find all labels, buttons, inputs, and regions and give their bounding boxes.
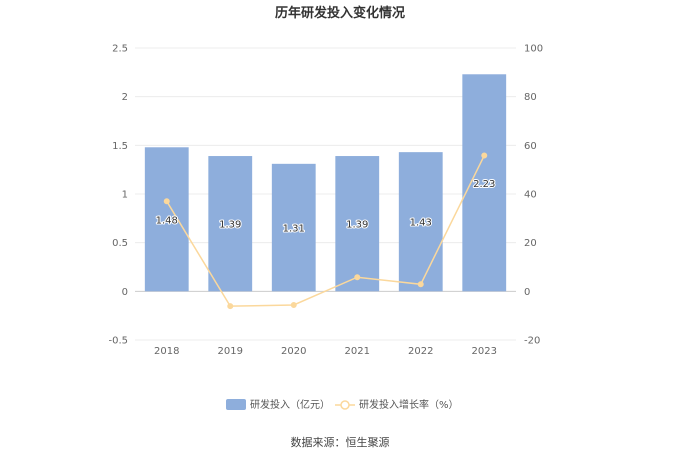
left-tick-label: -0.5: [108, 336, 128, 347]
left-tick-label: 0: [122, 287, 128, 298]
x-tick-label: 2021: [345, 346, 370, 357]
bar-data-label: 2.23: [473, 179, 495, 190]
x-tick-label: 2020: [281, 346, 306, 357]
left-axis: -0.5 0 0.5 1 1.5 2 2.5: [108, 44, 128, 347]
legend-item-bar[interactable]: 研发投入（亿元）: [226, 398, 330, 411]
left-tick-label: 2: [122, 92, 128, 103]
line-point: [354, 274, 361, 281]
left-tick-label: 2.5: [112, 44, 128, 55]
bar: [144, 147, 189, 292]
bar-data-label: 1.39: [346, 220, 368, 231]
bar: [462, 74, 507, 292]
bar-data-label: 1.43: [410, 218, 432, 229]
right-axis: -20 0 20 40 60 80 100: [524, 44, 543, 347]
line-point: [417, 281, 424, 288]
bar: [271, 163, 316, 292]
bar-data-label: 1.39: [219, 220, 241, 231]
left-tick-label: 1.5: [112, 141, 128, 152]
line-point: [481, 152, 488, 159]
x-tick-label: 2018: [154, 346, 179, 357]
right-tick-label: 20: [524, 238, 537, 249]
grid: [135, 47, 516, 341]
bar-data-label: 1.31: [283, 224, 305, 235]
line-point: [290, 301, 297, 308]
x-tick-label: 2019: [218, 346, 243, 357]
data-source: 数据来源：恒生聚源: [291, 435, 390, 449]
bar-data-label: 1.48: [156, 215, 178, 226]
left-tick-label: 1: [122, 190, 128, 201]
chart-title: 历年研发投入变化情况: [275, 5, 405, 21]
bar-labels: 1.48 1.39 1.31 1.39 1.43 2.23: [155, 178, 497, 236]
bar: [208, 156, 253, 292]
x-tick-label: 2023: [472, 346, 497, 357]
growth-line: [166, 155, 485, 307]
left-tick-label: 0.5: [112, 238, 128, 249]
bar: [335, 156, 380, 292]
bar-series: [144, 74, 507, 292]
legend-line-label: 研发投入增长率（%）: [359, 398, 459, 411]
right-tick-label: 60: [524, 141, 537, 152]
legend-bar-swatch: [226, 399, 246, 410]
right-tick-label: 40: [524, 190, 537, 201]
right-tick-label: -20: [524, 336, 540, 347]
line-point: [227, 303, 234, 310]
legend-line-marker: [340, 400, 350, 410]
line-series: [163, 152, 488, 310]
right-tick-label: 80: [524, 92, 537, 103]
legend-item-line[interactable]: 研发投入增长率（%）: [335, 398, 459, 411]
right-tick-label: 100: [524, 44, 543, 55]
line-point: [163, 198, 170, 205]
bar: [398, 152, 443, 292]
legend-bar-label: 研发投入（亿元）: [250, 398, 330, 411]
x-axis: 2018 2019 2020 2021 2022 2023: [154, 346, 497, 357]
x-tick-label: 2022: [408, 346, 433, 357]
right-tick-label: 0: [524, 287, 530, 298]
legend: 研发投入（亿元） 研发投入增长率（%）: [226, 398, 459, 411]
